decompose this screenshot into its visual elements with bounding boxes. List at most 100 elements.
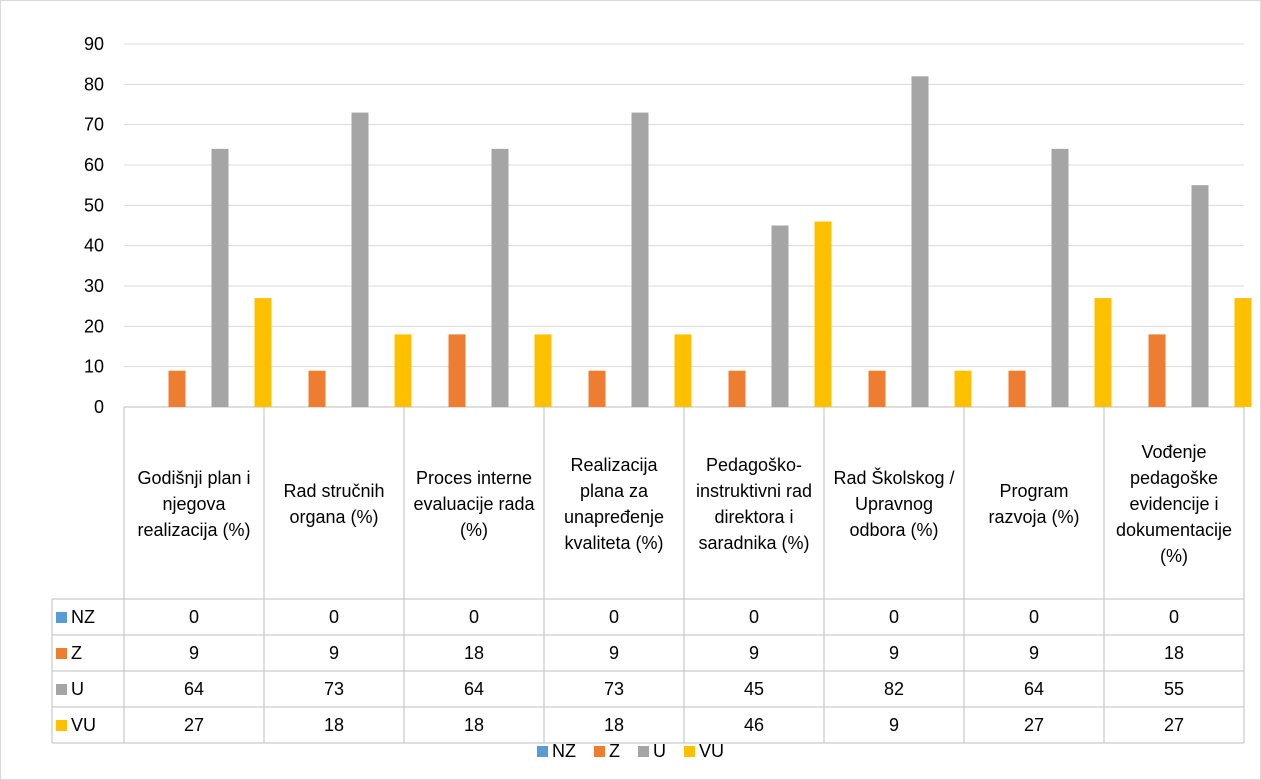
table-cell: 9 bbox=[188, 642, 199, 663]
table-cell: 18 bbox=[323, 714, 345, 735]
legend-swatch bbox=[637, 746, 649, 757]
series-name: U bbox=[71, 678, 84, 699]
bar-z bbox=[308, 370, 326, 407]
category-label: Program razvoja (%) bbox=[988, 481, 1080, 527]
y-tick-label: 30 bbox=[84, 276, 104, 296]
y-tick-label: 90 bbox=[84, 34, 104, 54]
category-label: Rad stručnih organa (%) bbox=[283, 481, 385, 527]
table-cell: 45 bbox=[743, 678, 765, 699]
bar-vu bbox=[1094, 298, 1112, 407]
legend-item: Z bbox=[593, 741, 620, 762]
table-row-label: U bbox=[56, 671, 122, 707]
category-label: Godišnji plan i njegova realizacija (%) bbox=[137, 468, 251, 540]
table-cell: 18 bbox=[463, 642, 485, 663]
bar-u bbox=[631, 112, 649, 408]
table-cell: 9 bbox=[328, 642, 339, 663]
legend-label: U bbox=[652, 741, 666, 761]
category-label: Vođenje pedagoške evidencije i dokumenta… bbox=[1115, 442, 1233, 566]
category-label: Realizacija plana za unapređenje kvalite… bbox=[563, 455, 665, 553]
table-cell: 18 bbox=[1163, 642, 1185, 663]
legend-swatch bbox=[536, 746, 548, 757]
bar-vu bbox=[814, 221, 832, 407]
legend-item: U bbox=[637, 741, 666, 762]
bar-z bbox=[1148, 334, 1166, 407]
bar-z bbox=[588, 370, 606, 407]
table-cell: 0 bbox=[188, 606, 199, 627]
bar-u bbox=[1051, 148, 1069, 407]
table-cell: 9 bbox=[608, 642, 619, 663]
y-tick-label: 20 bbox=[84, 316, 104, 336]
bar-z bbox=[448, 334, 466, 407]
bar-z bbox=[728, 370, 746, 407]
bar-z bbox=[1008, 370, 1026, 407]
table-cell: 73 bbox=[603, 678, 625, 699]
table-row-label: VU bbox=[56, 707, 122, 743]
bar-z bbox=[168, 370, 186, 407]
chart-legend: NZ Z U VU bbox=[0, 741, 1261, 762]
legend-swatch bbox=[593, 746, 605, 757]
table-cell: 0 bbox=[1168, 606, 1179, 627]
table-cell: 0 bbox=[608, 606, 619, 627]
table-cell: 82 bbox=[883, 678, 905, 699]
table-cell: 9 bbox=[888, 714, 899, 735]
table-cell: 73 bbox=[323, 678, 345, 699]
y-tick-label: 0 bbox=[94, 397, 104, 417]
table-cell: 27 bbox=[1163, 714, 1185, 735]
table-cell: 18 bbox=[603, 714, 625, 735]
legend-swatch bbox=[683, 746, 695, 757]
legend-swatch bbox=[56, 611, 67, 623]
table-cell: 0 bbox=[1028, 606, 1039, 627]
y-tick-label: 70 bbox=[84, 115, 104, 135]
table-cell: 27 bbox=[1023, 714, 1045, 735]
bar-u bbox=[351, 112, 369, 408]
table-cell: 9 bbox=[1028, 642, 1039, 663]
legend-label: Z bbox=[608, 741, 620, 761]
table-cell: 64 bbox=[1023, 678, 1045, 699]
table-cell: 0 bbox=[888, 606, 899, 627]
table-cell: 9 bbox=[748, 642, 759, 663]
bar-u bbox=[771, 225, 789, 407]
bar-vu bbox=[394, 334, 412, 407]
legend-swatch bbox=[56, 647, 67, 659]
table-cell: 18 bbox=[463, 714, 485, 735]
table-row-label: NZ bbox=[56, 599, 122, 635]
legend-swatch bbox=[56, 683, 67, 695]
y-tick-label: 80 bbox=[84, 74, 104, 94]
table-cell: 46 bbox=[743, 714, 765, 735]
bar-z bbox=[868, 370, 886, 407]
table-row-label: Z bbox=[56, 635, 122, 671]
y-tick-label: 50 bbox=[84, 195, 104, 215]
legend-item: NZ bbox=[536, 741, 576, 762]
table-cell: 64 bbox=[183, 678, 205, 699]
table-cell: 0 bbox=[468, 606, 479, 627]
bar-vu bbox=[1234, 298, 1252, 407]
table-cell: 9 bbox=[888, 642, 899, 663]
bar-vu bbox=[954, 370, 972, 407]
category-label: Rad Školskog / Upravnog odbora (%) bbox=[833, 468, 955, 540]
category-label: Pedagoško-instruktivni rad direktora i s… bbox=[695, 455, 813, 553]
bar-vu bbox=[254, 298, 272, 407]
legend-label: VU bbox=[698, 741, 724, 761]
bar-u bbox=[491, 148, 509, 407]
legend-item: VU bbox=[683, 741, 724, 762]
legend-label: NZ bbox=[551, 741, 576, 761]
table-cell: 0 bbox=[328, 606, 339, 627]
bar-u bbox=[911, 76, 929, 408]
bar-vu bbox=[674, 334, 692, 407]
bar-vu bbox=[534, 334, 552, 407]
series-name: Z bbox=[71, 642, 82, 663]
series-name: VU bbox=[71, 714, 97, 735]
table-cell: 27 bbox=[183, 714, 205, 735]
legend-swatch bbox=[56, 719, 67, 731]
category-label: Proces interne evaluacije rada (%) bbox=[413, 468, 535, 540]
y-tick-label: 10 bbox=[84, 357, 104, 377]
table-cell: 64 bbox=[463, 678, 485, 699]
series-name: NZ bbox=[71, 606, 95, 627]
table-cell: 0 bbox=[748, 606, 759, 627]
y-tick-label: 60 bbox=[84, 155, 104, 175]
bar-u bbox=[1191, 185, 1209, 407]
bar-u bbox=[211, 148, 229, 407]
table-cell: 55 bbox=[1163, 678, 1185, 699]
